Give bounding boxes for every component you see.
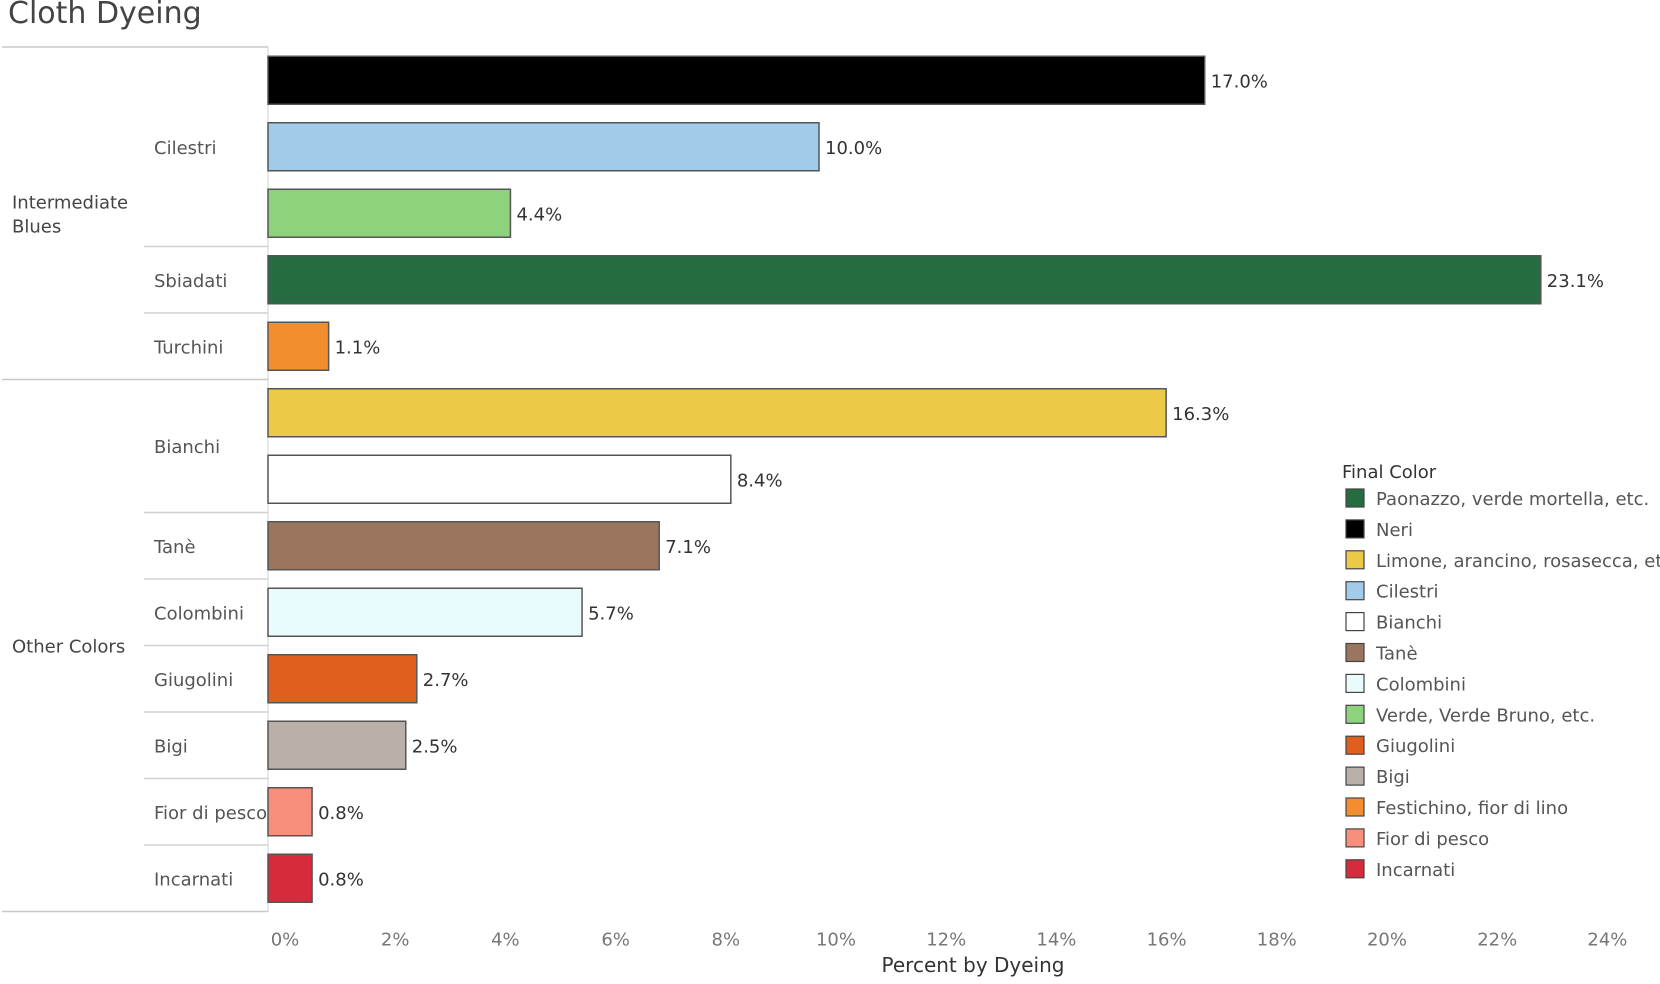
subgroup-label: Sbiadati [154,271,227,292]
legend-swatch [1345,550,1365,570]
legend-label: Paonazzo, verde mortella, etc. [1376,489,1649,510]
bar-value-label: 0.8% [318,869,364,890]
legend: Final Color Paonazzo, verde mortella, et… [1342,462,1660,881]
group-label: Intermediate Blues [12,192,128,237]
legend-label: Tanè [1375,644,1418,665]
bar [267,654,418,704]
x-tick-label: 18% [1257,930,1297,951]
bar [267,321,330,371]
bar-value-label: 4.4% [516,204,562,225]
legend-swatch [1345,828,1365,848]
row-headers: Cilestri Sbiadati Turchini Intermediate Blue… [2,46,269,913]
legend-swatch [1345,488,1365,508]
legend-label: Verde, Verde Bruno, etc. [1376,705,1595,726]
bar [267,587,583,637]
group-label: Other Colors [12,637,125,658]
legend-swatch [1345,519,1365,539]
bar-value-label: 1.1% [335,337,381,358]
x-tick-label: 4% [491,930,520,951]
legend-label: Limone, arancino, rosasecca, etc. [1376,551,1660,572]
bar [267,255,1542,305]
subgroup-label: Tanè [153,537,196,558]
bar [267,188,512,238]
x-tick-label: 6% [601,930,630,951]
x-axis-title: Percent by Dyeing [882,953,1065,977]
legend-swatch [1345,611,1365,632]
subgroup-label: Giugolini [154,670,233,691]
legend-swatch [1345,673,1365,694]
bar [267,122,820,172]
bar [267,454,732,504]
bar-value-label: 0.8% [318,803,364,824]
x-tick-label: 20% [1367,930,1407,951]
legend-swatch [1345,735,1365,755]
subgroup-label: Cilestri [154,138,216,159]
bars: 17.0% 10.0% 4.4% 23.1% 1.1% 16.3% 8.4% 7.1% 5.7%… [267,55,1604,903]
legend-label: Bianchi [1376,613,1442,634]
x-tick-label: 22% [1477,930,1517,951]
legend-swatch [1345,581,1365,601]
bar-value-label: 10.0% [825,138,882,159]
x-tick-label: 10% [816,930,856,951]
x-tick-label: 16% [1147,930,1187,951]
legend-label: Giugolini [1376,736,1455,757]
bar-value-label: 2.7% [423,670,469,691]
legend-label: Bigi [1376,767,1410,788]
legend-title: Final Color [1342,462,1437,483]
subgroup-label: Bianchi [154,437,220,458]
legend-swatch [1345,859,1365,879]
subgroup-label: Turchini [153,337,223,358]
subgroup-label: Bigi [154,736,188,757]
legend-swatch [1345,642,1365,663]
subgroup-label: Incarnati [154,869,233,890]
legend-swatch [1345,797,1365,817]
bar [267,388,1167,438]
x-tick-label: 14% [1036,930,1076,951]
legend-label: Fior di pesco [1376,829,1489,850]
x-tick-label: 0% [271,930,300,951]
bar-value-label: 17.0% [1211,71,1268,92]
legend-label: Neri [1376,520,1413,541]
bar-value-label: 16.3% [1172,404,1229,425]
chart-title: Cloth Dyeing [8,0,202,31]
bar-value-label: 7.1% [665,537,711,558]
legend-label: Incarnati [1376,860,1455,881]
bar [267,787,313,837]
bar-value-label: 5.7% [588,603,634,624]
legend-label: Cilestri [1376,582,1438,603]
x-tick-label: 24% [1587,930,1627,951]
bar-value-label: 23.1% [1547,271,1604,292]
bar [267,55,1206,105]
x-tick-label: 2% [381,930,410,951]
subgroup-label: Fior di pesco [154,803,267,824]
bar [267,853,313,903]
bar [267,720,407,770]
bar-value-label: 8.4% [737,470,783,491]
legend-swatch [1345,766,1365,786]
legend-label: Festichino, fior di lino [1376,798,1568,819]
x-axis: Percent by Dyeing 0% 2% 4% 6% 8% 10% 12% 14% 16%… [271,930,1628,978]
legend-label: Colombini [1376,674,1466,695]
x-tick-label: 8% [712,930,741,951]
x-tick-label: 12% [926,930,966,951]
subgroup-label: Colombini [154,603,244,624]
bar [267,521,660,571]
legend-swatch [1345,704,1365,724]
bar-value-label: 2.5% [412,736,458,757]
